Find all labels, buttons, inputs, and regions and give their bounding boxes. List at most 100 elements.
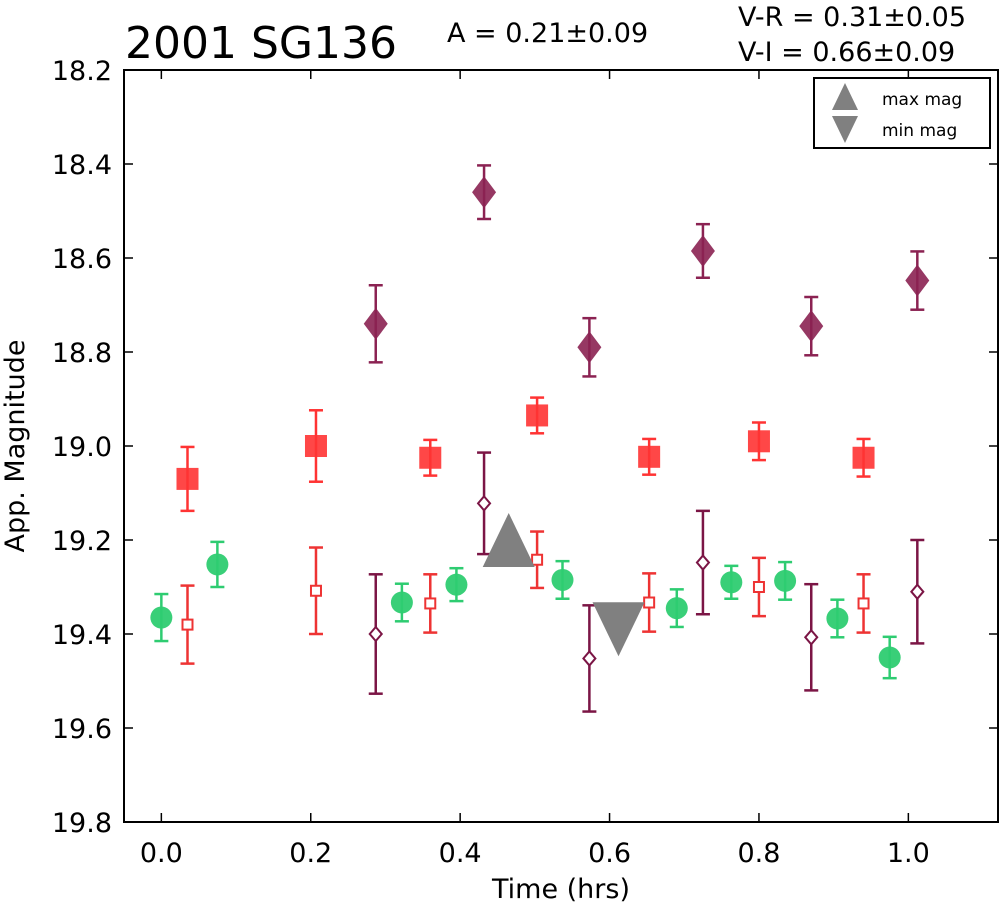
max-mag-marker — [482, 513, 535, 567]
series-4-point-0 — [368, 573, 384, 695]
diamond-marker — [905, 264, 930, 297]
color-vi-label: V-I = 0.66±0.09 — [738, 37, 955, 68]
x-tick-label-0: 0.0 — [140, 838, 183, 869]
circle-marker — [665, 597, 688, 620]
series-1-point-6 — [852, 437, 875, 478]
series-4-point-3 — [695, 509, 711, 616]
x-tick-label-1: 0.2 — [289, 838, 332, 869]
x-axis-label: Time (hrs) — [491, 874, 630, 904]
y-tick-label-2: 18.6 — [52, 244, 112, 275]
diamond-marker — [803, 628, 819, 646]
series-3-point-0 — [363, 284, 388, 364]
axis-ticks: 0.0 0.2 0.4 0.6 0.8 1.0 18.2 18.4 18.6 18.8 19.0 19… — [52, 56, 998, 869]
series-0-point-6 — [720, 564, 743, 600]
series-3-point-1 — [472, 164, 497, 221]
diamond-marker — [368, 625, 384, 643]
legend-min-mag-icon — [832, 116, 858, 143]
series-1-point-2 — [419, 438, 442, 477]
square-marker — [638, 445, 661, 468]
square-marker — [176, 467, 199, 490]
y-tick-label-5: 19.2 — [52, 526, 112, 557]
y-tick-label-7: 19.6 — [52, 714, 112, 745]
square-marker — [747, 430, 770, 453]
series-0-point-3 — [445, 566, 468, 603]
x-tick-label-3: 0.6 — [588, 838, 631, 869]
legend: max mag min mag — [813, 77, 991, 149]
series-3-point-4 — [799, 295, 824, 357]
square-marker — [752, 581, 765, 593]
series-2-point-5 — [751, 556, 766, 618]
chart-title: 2001 SG136 — [125, 18, 397, 69]
circle-marker — [206, 553, 229, 576]
y-tick-label-0: 18.2 — [52, 56, 112, 87]
series-2-point-3 — [530, 530, 545, 590]
diamond-marker — [577, 331, 602, 364]
series-1-point-4 — [638, 437, 661, 476]
square-marker — [304, 435, 327, 457]
x-tick-label-5: 1.0 — [887, 838, 930, 869]
series-0-point-8 — [826, 598, 849, 639]
circle-marker — [826, 607, 849, 630]
series-1-point-0 — [176, 445, 199, 513]
series-2-point-2 — [423, 573, 438, 634]
series-0-point-1 — [206, 540, 229, 589]
series-4-point-1 — [476, 451, 492, 556]
diamond-marker — [910, 583, 925, 601]
series-3-point-5 — [905, 250, 930, 311]
diamond-marker — [799, 310, 824, 343]
series-0-point-2 — [390, 582, 413, 623]
circle-marker — [720, 571, 743, 594]
x-tick-label-4: 0.8 — [737, 838, 780, 869]
circle-marker — [774, 569, 797, 592]
series-0-point-5 — [665, 588, 688, 629]
series-0-point-9 — [878, 635, 901, 680]
amplitude-label: A = 0.21±0.09 — [447, 18, 648, 49]
series-1-point-3 — [526, 396, 549, 435]
square-marker — [526, 404, 549, 427]
series-0-point-7 — [774, 560, 797, 601]
circle-marker — [445, 573, 468, 596]
series-1-point-1 — [304, 409, 327, 483]
diamond-marker — [690, 234, 715, 267]
legend-max-mag-label: max mag — [882, 90, 962, 110]
data-marks — [150, 164, 930, 713]
diamond-marker — [582, 649, 597, 667]
series-3-point-2 — [577, 316, 602, 378]
square-marker — [309, 584, 322, 597]
min-mag-marker — [592, 602, 645, 657]
series-2-point-6 — [856, 573, 871, 634]
square-marker — [643, 596, 656, 609]
square-marker — [531, 553, 544, 566]
series-0-point-4 — [551, 559, 574, 600]
series-0-point-0 — [150, 592, 173, 643]
square-marker — [857, 597, 870, 610]
y-tick-label-6: 19.4 — [52, 620, 112, 651]
diamond-marker — [472, 176, 497, 209]
series-1-point-5 — [747, 421, 770, 462]
square-marker — [852, 446, 875, 469]
legend-max-mag-icon — [832, 83, 858, 110]
series-4-point-4 — [803, 582, 819, 692]
color-vr-label: V-R = 0.31±0.05 — [738, 2, 966, 33]
series-3-point-3 — [690, 222, 715, 279]
legend-min-mag-label: min mag — [882, 121, 957, 141]
y-tick-label-3: 18.8 — [52, 338, 112, 369]
square-marker — [419, 446, 442, 469]
series-4-point-5 — [910, 538, 925, 645]
square-marker — [181, 618, 194, 631]
series-2-point-4 — [642, 572, 657, 633]
plot-frame — [123, 69, 999, 823]
y-tick-label-4: 19.0 — [52, 432, 112, 463]
circle-marker — [390, 591, 413, 614]
series-2-point-0 — [180, 584, 195, 665]
series-4-point-2 — [582, 604, 597, 713]
series-2-point-1 — [308, 546, 323, 636]
y-tick-label-1: 18.4 — [52, 150, 112, 181]
y-axis-label: App. Magnitude — [0, 340, 31, 553]
y-tick-label-8: 19.8 — [52, 808, 112, 839]
circle-marker — [878, 646, 901, 669]
square-marker — [424, 597, 437, 610]
x-tick-label-2: 0.4 — [439, 838, 482, 869]
diamond-marker — [695, 554, 711, 572]
